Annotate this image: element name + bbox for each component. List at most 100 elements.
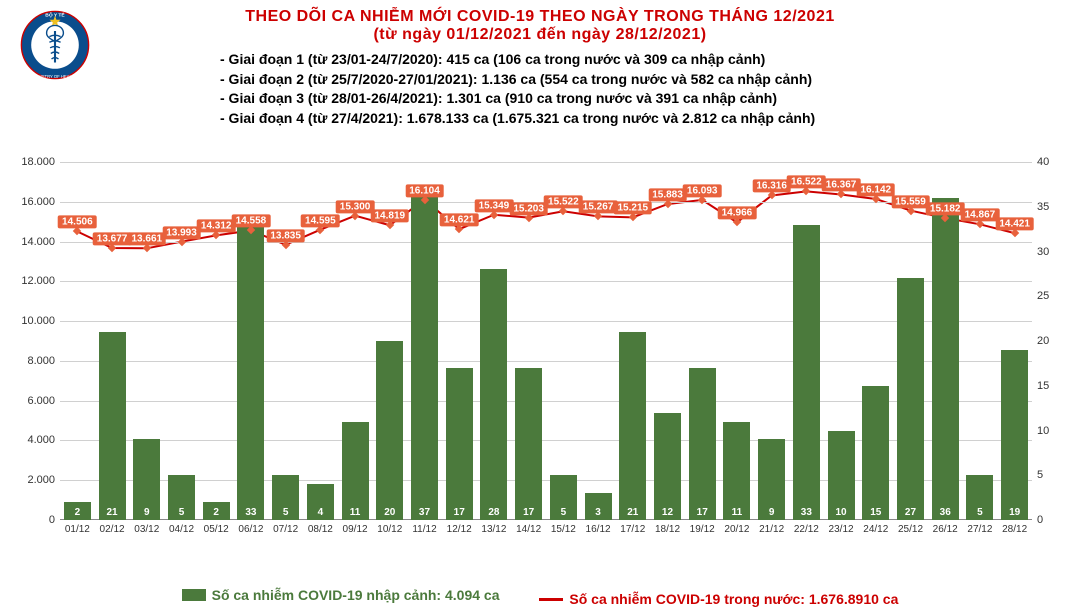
x-tick-label: 14/12 bbox=[511, 524, 546, 535]
bar-value-label: 28 bbox=[480, 507, 507, 518]
line-value-label: 16.093 bbox=[683, 184, 722, 197]
y-tick-right: 35 bbox=[1037, 201, 1065, 213]
bar-value-label: 9 bbox=[758, 507, 785, 518]
x-tick-label: 04/12 bbox=[164, 524, 199, 535]
x-tick-label: 03/12 bbox=[129, 524, 164, 535]
line-value-label: 15.300 bbox=[336, 200, 375, 213]
line-value-label: 16.104 bbox=[405, 184, 444, 197]
line-value-label: 14.621 bbox=[440, 214, 479, 227]
subtitle-line: - Giai đoạn 1 (từ 23/01-24/7/2020): 415 … bbox=[220, 50, 1080, 70]
bar: 5 bbox=[272, 475, 299, 520]
x-tick-label: 17/12 bbox=[615, 524, 650, 535]
x-tick-label: 11/12 bbox=[407, 524, 442, 535]
bar-value-label: 17 bbox=[446, 507, 473, 518]
grid-line bbox=[60, 321, 1032, 322]
bar-value-label: 11 bbox=[723, 507, 750, 518]
bar-value-label: 5 bbox=[550, 507, 577, 518]
bar: 2 bbox=[64, 502, 91, 520]
legend-swatch-line bbox=[539, 598, 563, 601]
line-value-label: 14.966 bbox=[718, 207, 757, 220]
chart-area: 2.0004.0006.0008.00010.00012.00014.00016… bbox=[10, 162, 1070, 575]
x-tick-label: 01/12 bbox=[60, 524, 95, 535]
y-tick-right: 0 bbox=[1037, 514, 1065, 526]
bar: 27 bbox=[897, 278, 924, 520]
legend-line-text: Số ca nhiễm COVID-19 trong nước: 1.676.8… bbox=[569, 591, 898, 607]
line-value-label: 16.142 bbox=[856, 183, 895, 196]
x-tick-label: 25/12 bbox=[893, 524, 928, 535]
bar-value-label: 3 bbox=[585, 507, 612, 518]
bar-value-label: 17 bbox=[689, 507, 716, 518]
y-tick-right: 30 bbox=[1037, 246, 1065, 258]
bar-value-label: 11 bbox=[342, 507, 369, 518]
bar: 36 bbox=[932, 198, 959, 520]
x-tick-label: 26/12 bbox=[928, 524, 963, 535]
bar: 33 bbox=[793, 225, 820, 520]
y-tick-right: 5 bbox=[1037, 469, 1065, 481]
x-tick-label: 08/12 bbox=[303, 524, 338, 535]
bar-value-label: 33 bbox=[237, 507, 264, 518]
bar: 19 bbox=[1001, 350, 1028, 520]
bar: 10 bbox=[828, 431, 855, 521]
y-tick-left: 0 bbox=[15, 514, 55, 526]
line-value-label: 13.677 bbox=[93, 232, 132, 245]
x-tick-label: 09/12 bbox=[338, 524, 373, 535]
subtitle-line: - Giai đoạn 3 (từ 28/01-26/4/2021): 1.30… bbox=[220, 89, 1080, 109]
line-value-label: 15.349 bbox=[475, 199, 514, 212]
y-tick-left: 6.000 bbox=[15, 395, 55, 407]
bar: 33 bbox=[237, 225, 264, 520]
y-tick-left: 8.000 bbox=[15, 355, 55, 367]
x-tick-label: 12/12 bbox=[442, 524, 477, 535]
x-tick-label: 02/12 bbox=[95, 524, 130, 535]
x-tick-label: 23/12 bbox=[824, 524, 859, 535]
x-tick-label: 22/12 bbox=[789, 524, 824, 535]
line-value-label: 14.312 bbox=[197, 220, 236, 233]
line-value-label: 15.267 bbox=[579, 201, 618, 214]
x-tick-label: 10/12 bbox=[372, 524, 407, 535]
subtitle-block: - Giai đoạn 1 (từ 23/01-24/7/2020): 415 … bbox=[220, 50, 1080, 128]
bar: 3 bbox=[585, 493, 612, 520]
line-value-label: 14.558 bbox=[232, 215, 271, 228]
line-value-label: 15.522 bbox=[544, 196, 583, 209]
bar: 9 bbox=[133, 439, 160, 520]
line-value-label: 15.182 bbox=[926, 202, 965, 215]
x-tick-label: 15/12 bbox=[546, 524, 581, 535]
y-tick-right: 25 bbox=[1037, 290, 1065, 302]
x-tick-label: 27/12 bbox=[963, 524, 998, 535]
bar: 5 bbox=[168, 475, 195, 520]
line-value-label: 14.819 bbox=[370, 210, 409, 223]
bar-value-label: 37 bbox=[411, 507, 438, 518]
x-tick-label: 13/12 bbox=[477, 524, 512, 535]
bar-value-label: 4 bbox=[307, 507, 334, 518]
grid-line bbox=[60, 242, 1032, 243]
bar-value-label: 5 bbox=[966, 507, 993, 518]
bar: 11 bbox=[723, 422, 750, 520]
line-value-label: 15.559 bbox=[891, 195, 930, 208]
legend-item-line: Số ca nhiễm COVID-19 trong nước: 1.676.8… bbox=[539, 591, 898, 607]
bar: 28 bbox=[480, 269, 507, 520]
legend-swatch-bar bbox=[182, 589, 206, 601]
bar: 2 bbox=[203, 502, 230, 520]
grid-line bbox=[60, 361, 1032, 362]
line-value-label: 14.867 bbox=[961, 209, 1000, 222]
bar-value-label: 2 bbox=[64, 507, 91, 518]
bar: 17 bbox=[446, 368, 473, 520]
bar-value-label: 12 bbox=[654, 507, 681, 518]
bar-value-label: 5 bbox=[272, 507, 299, 518]
x-tick-label: 06/12 bbox=[234, 524, 269, 535]
line-value-label: 14.421 bbox=[995, 218, 1034, 231]
x-tick-label: 28/12 bbox=[997, 524, 1032, 535]
x-tick-label: 18/12 bbox=[650, 524, 685, 535]
bar: 5 bbox=[550, 475, 577, 520]
line-value-label: 16.367 bbox=[822, 179, 861, 192]
x-tick-label: 19/12 bbox=[685, 524, 720, 535]
grid-line bbox=[60, 162, 1032, 163]
bar-value-label: 2 bbox=[203, 507, 230, 518]
bar: 5 bbox=[966, 475, 993, 520]
y-tick-left: 10.000 bbox=[15, 315, 55, 327]
y-tick-left: 12.000 bbox=[15, 275, 55, 287]
legend: Số ca nhiễm COVID-19 nhập cảnh: 4.094 ca… bbox=[0, 587, 1080, 608]
bar: 15 bbox=[862, 386, 889, 520]
bar: 9 bbox=[758, 439, 785, 520]
x-tick-label: 05/12 bbox=[199, 524, 234, 535]
line-value-label: 16.316 bbox=[752, 180, 791, 193]
